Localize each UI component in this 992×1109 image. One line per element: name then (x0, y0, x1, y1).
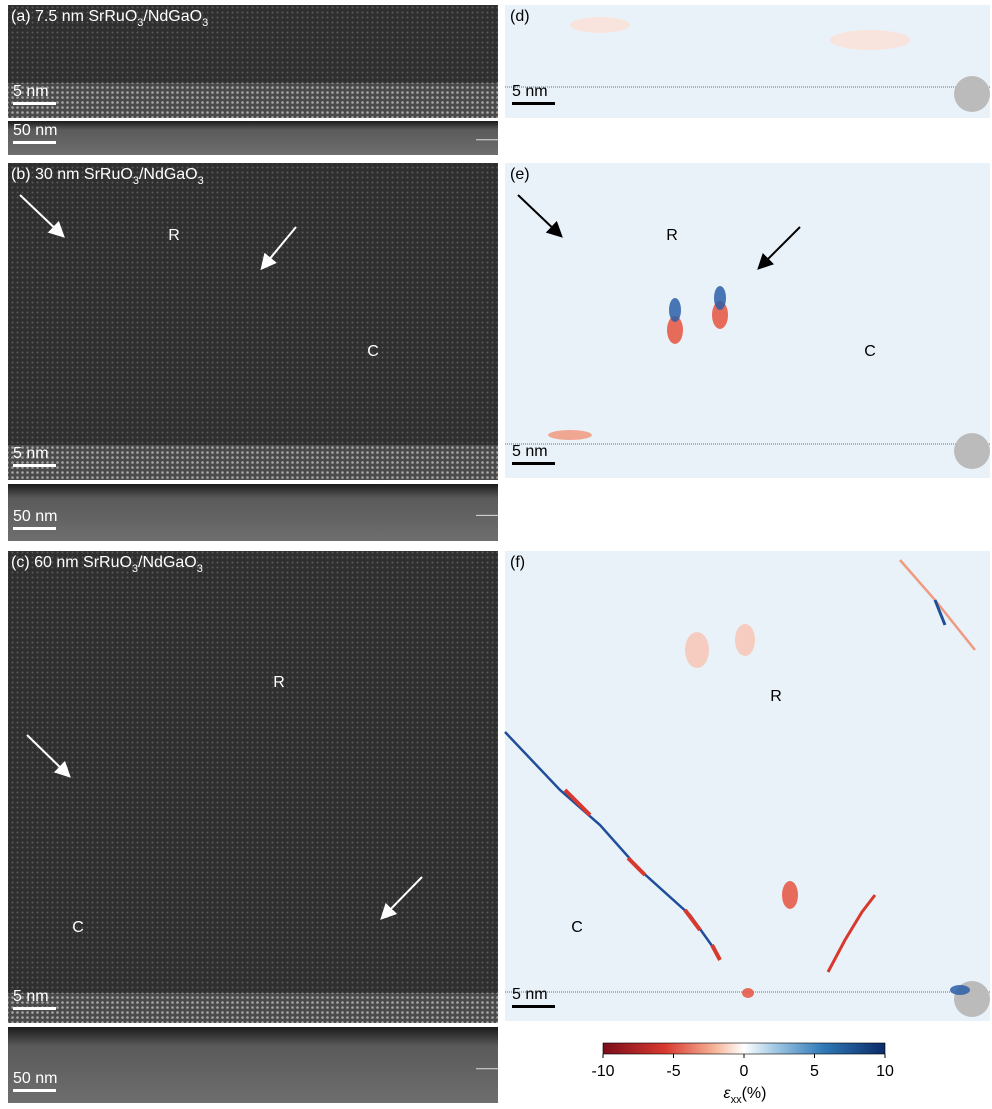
scale-bar-label: 50 nm (13, 1070, 57, 1087)
title-part: (a) 7.5 nm SrRuO (11, 8, 137, 25)
probe-marker (954, 433, 990, 469)
colorbar-tick-label: -5 (666, 1063, 680, 1080)
title-part: /NdGaO (138, 554, 197, 571)
scale-bar-label: 5 nm (512, 986, 548, 1003)
strain-feature (714, 286, 726, 310)
unit: (%) (742, 1085, 767, 1102)
strain-feature (950, 985, 970, 995)
scale-bar-label: 50 nm (13, 508, 57, 525)
substrate (8, 993, 498, 1023)
scale-bar (512, 1005, 555, 1008)
colorbar-tick-label: 5 (810, 1063, 819, 1080)
region-label: C (367, 343, 379, 360)
region-label: R (273, 674, 285, 691)
colorbar-label: εxx(%) (724, 1085, 767, 1106)
region-label: C (571, 919, 583, 936)
scale-bar-label: 5 nm (512, 443, 548, 460)
scale-bar (13, 527, 56, 530)
figure: (a) 7.5 nm SrRuO3/NdGaO35 nm50 nm(b) 30 … (0, 0, 992, 1109)
subscript: 3 (198, 175, 204, 187)
title-part: (b) 30 nm SrRuO (11, 166, 133, 183)
colorbar-tick-label: -10 (591, 1063, 614, 1080)
region-label: R (168, 227, 180, 244)
scale-bar (512, 102, 555, 105)
scale-bar (13, 141, 56, 144)
strain-feature (548, 430, 592, 440)
strain-feature (742, 988, 754, 998)
subscript: 3 (197, 563, 203, 575)
scale-bar-label: 5 nm (13, 445, 49, 462)
colorbar-tick-label: 0 (740, 1063, 749, 1080)
probe-marker (954, 76, 990, 112)
subscript: xx (731, 1094, 743, 1106)
strain-map (505, 551, 990, 1021)
scale-bar-label: 5 nm (13, 988, 49, 1005)
scale-bar-label: 5 nm (512, 83, 548, 100)
strain-feature (830, 30, 910, 50)
panel-label: (d) (510, 8, 530, 25)
substrate (8, 83, 498, 118)
scale-bar (13, 464, 56, 467)
title-part: /NdGaO (139, 166, 198, 183)
overview-image (8, 484, 498, 541)
region-label: R (770, 688, 782, 705)
strain-feature (782, 881, 798, 909)
strain-feature (570, 17, 630, 33)
strain-feature (669, 298, 681, 322)
title-part: /NdGaO (143, 8, 202, 25)
colorbar-tick-label: 10 (876, 1063, 894, 1080)
strain-feature (685, 632, 709, 668)
scale-bar (13, 1007, 56, 1010)
strain-feature (735, 624, 755, 656)
overview-image (8, 1027, 498, 1103)
colorbar (603, 1043, 885, 1054)
region-label: R (666, 227, 678, 244)
region-label: C (72, 919, 84, 936)
subscript: 3 (202, 17, 208, 29)
overview-image (8, 121, 498, 155)
scale-bar (13, 102, 56, 105)
scale-bar (13, 1089, 56, 1092)
region-label: C (864, 343, 876, 360)
stem-image (8, 163, 498, 445)
scale-bar (512, 462, 555, 465)
scale-bar-label: 5 nm (13, 83, 49, 100)
scale-bar-label: 50 nm (13, 122, 57, 139)
substrate (8, 445, 498, 480)
panel-label: (f) (510, 554, 525, 571)
panel-label: (e) (510, 166, 530, 183)
title-part: (c) 60 nm SrRuO (11, 554, 132, 571)
